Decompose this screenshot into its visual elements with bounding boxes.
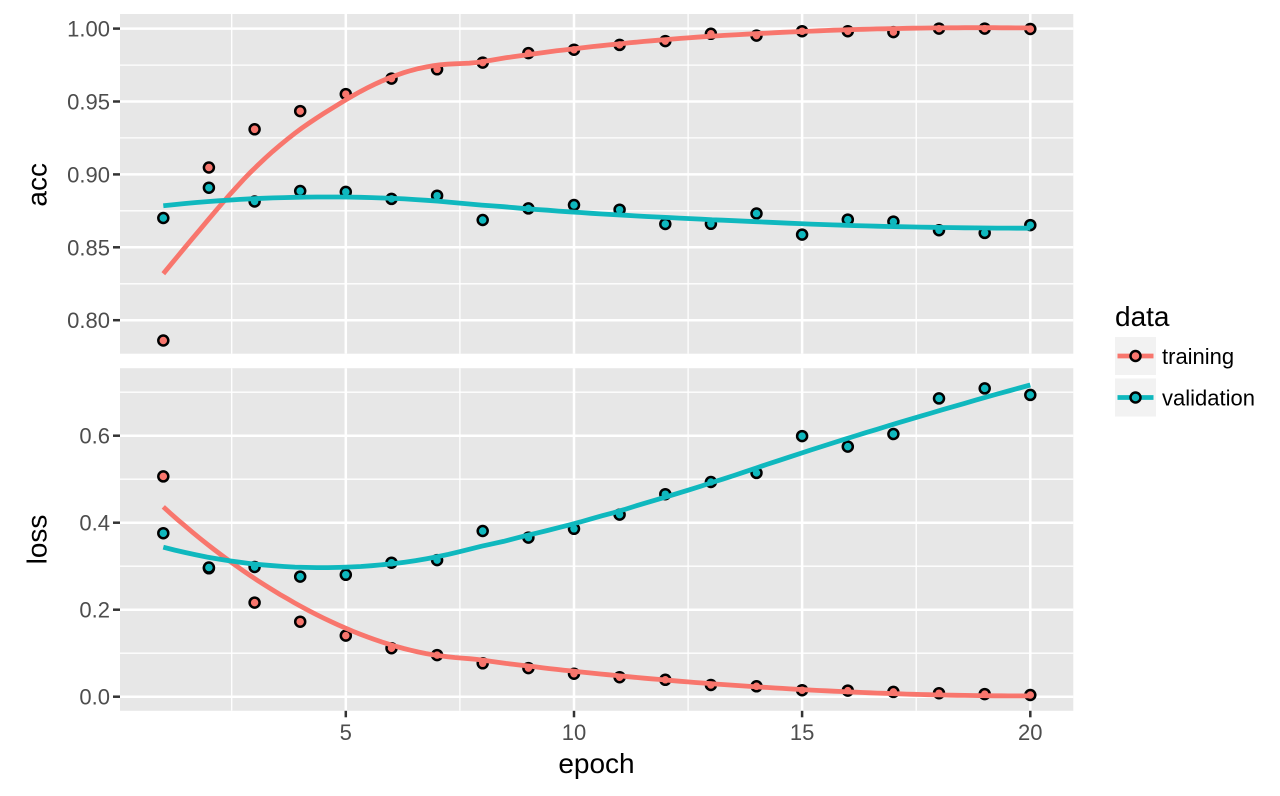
svg-text:validation: validation [1162, 386, 1255, 411]
svg-text:0.95: 0.95 [67, 90, 110, 115]
svg-text:data: data [1115, 301, 1170, 332]
svg-text:0.85: 0.85 [67, 235, 110, 260]
svg-text:0.2: 0.2 [79, 598, 110, 623]
svg-text:10: 10 [562, 720, 586, 745]
svg-text:0.6: 0.6 [79, 424, 110, 449]
svg-text:acc: acc [22, 163, 53, 207]
svg-text:15: 15 [790, 720, 814, 745]
svg-text:training: training [1162, 344, 1234, 369]
svg-text:loss: loss [22, 515, 53, 565]
svg-text:0.90: 0.90 [67, 162, 110, 187]
svg-text:0.80: 0.80 [67, 308, 110, 333]
svg-text:5: 5 [340, 720, 352, 745]
svg-text:1.00: 1.00 [67, 17, 110, 42]
svg-text:0.4: 0.4 [79, 511, 110, 536]
svg-text:epoch: epoch [558, 748, 634, 779]
svg-text:0.0: 0.0 [79, 685, 110, 710]
svg-text:20: 20 [1018, 720, 1042, 745]
